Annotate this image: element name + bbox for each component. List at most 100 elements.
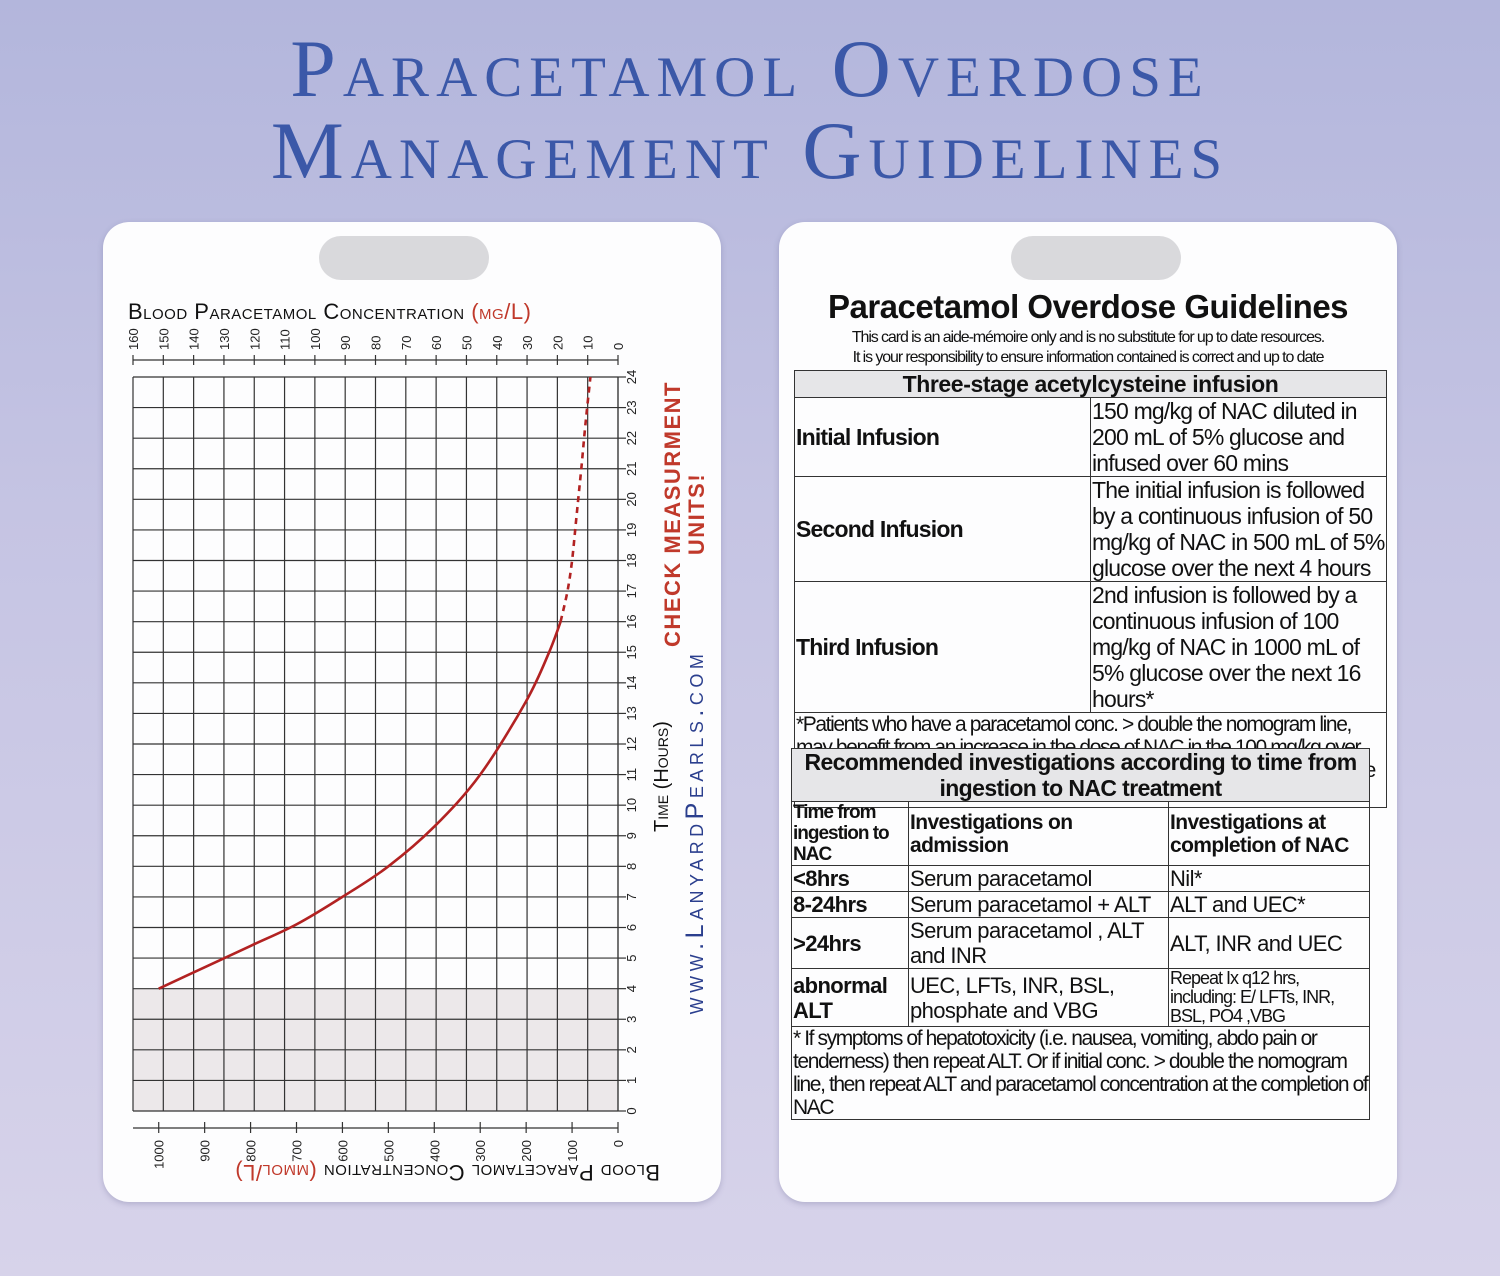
table-row: 8-24hrs Serum paracetamol + ALT ALT and … xyxy=(791,891,1371,918)
time-tick-label: 1 xyxy=(624,1077,639,1084)
lanyard-slot xyxy=(319,236,489,280)
nomogram-line-extrapolated xyxy=(559,377,592,622)
time-tick-label: 18 xyxy=(624,553,639,567)
completion-cell: ALT, INR and UEC xyxy=(1167,917,1371,969)
time-tick-label: 23 xyxy=(624,400,639,414)
time-tick-label: 4 xyxy=(624,985,639,992)
time-cell: 8-24hrs xyxy=(791,891,909,918)
top-tick-label: 80 xyxy=(369,336,384,350)
bottom-tick-label: 500 xyxy=(381,1140,396,1162)
time-cell: <8hrs xyxy=(791,865,909,892)
top-tick-label: 30 xyxy=(520,336,535,350)
stage-label: Second Infusion xyxy=(794,476,1091,582)
bottom-tick-label: 300 xyxy=(473,1140,488,1162)
stage-text: The initial infusion is followed by a co… xyxy=(1090,476,1387,582)
time-cell: abnormal ALT xyxy=(791,968,909,1027)
time-tick-label: 6 xyxy=(624,924,639,931)
time-tick-label: 15 xyxy=(624,645,639,659)
investigations-table-header: Recommended investigations according to … xyxy=(790,748,1371,802)
admission-cell: Serum paracetamol xyxy=(908,865,1169,892)
page-title-line-1: Paracetamol Overdose xyxy=(290,23,1210,114)
admission-cell: UEC, LFTs, INR, BSL, phosphate and VBG xyxy=(908,968,1169,1027)
chart-grid xyxy=(132,376,619,1112)
time-tick-label: 9 xyxy=(624,832,639,839)
top-tick-label: 90 xyxy=(338,336,353,350)
top-tick-label: 100 xyxy=(308,328,323,350)
table-row: abnormal ALT UEC, LFTs, INR, BSL, phosph… xyxy=(791,968,1371,1027)
completion-cell: Nil* xyxy=(1167,865,1371,892)
completion-cell: ALT and UEC* xyxy=(1167,891,1371,918)
bottom-tick-label: 700 xyxy=(290,1140,305,1162)
time-tick-label: 8 xyxy=(624,863,639,870)
column-header-admission: Investigations on admission xyxy=(908,801,1169,866)
page-title-line-2: Management Guidelines xyxy=(270,105,1230,196)
column-header-time: Time from ingestion to NAC xyxy=(791,801,909,866)
top-tick-label: 150 xyxy=(156,328,171,350)
bottom-tick-label: 800 xyxy=(244,1140,259,1162)
bottom-axis-ticks: 1000 900 800 700 600 500 400 300 200 100 0 xyxy=(133,1122,626,1169)
investigations-table: Recommended investigations according to … xyxy=(790,748,1371,1120)
top-tick-label: 60 xyxy=(429,336,444,350)
lanyard-slot xyxy=(1011,236,1181,280)
bottom-tick-label: 900 xyxy=(198,1140,213,1162)
time-tick-label: 12 xyxy=(624,737,639,751)
column-header-completion: Investigations at completion of NAC xyxy=(1167,801,1371,866)
table-row: * If symptoms of hepatotoxicity (i.e. na… xyxy=(790,1026,1371,1120)
bottom-axis-title: Blood Paracetamol Concentration (µmol/L) xyxy=(235,1160,660,1185)
time-tick-label: 10 xyxy=(624,798,639,812)
time-tick-label: 16 xyxy=(624,614,639,628)
investigations-footnote: * If symptoms of hepatotoxicity (i.e. na… xyxy=(790,1026,1371,1120)
top-tick-label: 110 xyxy=(278,329,293,350)
top-tick-label: 70 xyxy=(399,336,414,350)
time-tick-label: 5 xyxy=(624,954,639,961)
nac-table-header: Three-stage acetylcysteine infusion xyxy=(794,370,1387,398)
time-tick-label: 17 xyxy=(624,584,639,598)
top-tick-label: 10 xyxy=(581,336,596,350)
bottom-tick-label: 1000 xyxy=(152,1140,167,1169)
time-tick-label: 21 xyxy=(624,462,639,476)
top-tick-label: 0 xyxy=(611,343,626,350)
table-row: >24hrs Serum paracetamol , ALT and INR A… xyxy=(791,917,1371,969)
admission-cell: Serum paracetamol , ALT and INR xyxy=(908,917,1169,969)
table-row: <8hrs Serum paracetamol Nil* xyxy=(791,865,1371,892)
measurement-warning: CHECK MEASURMENTUNITS! xyxy=(660,381,709,647)
bottom-tick-label: 100 xyxy=(565,1140,580,1162)
guidelines-title: Paracetamol Overdose Guidelines xyxy=(827,288,1349,325)
top-axis-title: Blood Paracetamol Concentration (mg/L) xyxy=(128,299,531,324)
top-tick-label: 50 xyxy=(459,336,474,350)
time-tick-label: 7 xyxy=(624,893,639,900)
top-tick-label: 140 xyxy=(187,328,202,350)
disclaimer-line-1: This card is an aide-mémoire only and is… xyxy=(851,329,1325,346)
time-tick-label: 0 xyxy=(624,1107,639,1114)
top-tick-label: 20 xyxy=(550,336,565,350)
bottom-tick-label: 400 xyxy=(427,1140,442,1162)
table-row: Second Infusion The initial infusion is … xyxy=(794,476,1387,582)
bottom-tick-label: 0 xyxy=(611,1140,626,1147)
nomogram-line xyxy=(158,621,562,990)
nomogram-chart: 160 150 140 130 120 110 100 90 80 70 60 50 40 30 20 10 0… xyxy=(126,299,709,1185)
top-tick-label: 120 xyxy=(247,328,262,350)
stage-label: Initial Infusion xyxy=(794,397,1091,477)
time-tick-label: 14 xyxy=(624,676,639,690)
time-tick-label: 24 xyxy=(624,370,639,384)
nomogram-card: 160 150 140 130 120 110 100 90 80 70 60 50 40 30 20 10 0… xyxy=(103,222,721,1202)
time-tick-label: 3 xyxy=(624,1016,639,1023)
stage-text: 2nd infusion is followed by a continuous… xyxy=(1090,581,1387,713)
time-tick-label: 19 xyxy=(624,523,639,537)
time-tick-label: 2 xyxy=(624,1046,639,1053)
time-tick-label: 11 xyxy=(624,768,639,782)
bottom-tick-label: 600 xyxy=(335,1140,350,1162)
disclaimer-line-2: It is your responsibility to ensure info… xyxy=(852,349,1325,366)
completion-cell: Repeat Ix q12 hrs, including: E/ LFTs, I… xyxy=(1167,968,1371,1027)
top-tick-label: 130 xyxy=(217,328,232,350)
time-tick-label: 20 xyxy=(624,492,639,506)
table-row: Third Infusion 2nd infusion is followed … xyxy=(794,581,1387,713)
top-tick-label: 40 xyxy=(490,336,505,350)
table-row: Initial Infusion 150 mg/kg of NAC dilute… xyxy=(794,397,1387,477)
time-tick-label: 13 xyxy=(624,706,639,720)
table-header-row: Time from ingestion to NAC Investigation… xyxy=(791,801,1371,866)
time-axis-title: Time (Hours) xyxy=(651,721,673,832)
bottom-tick-label: 200 xyxy=(519,1140,534,1162)
nac-infusion-table: Three-stage acetylcysteine infusion Init… xyxy=(794,370,1387,808)
